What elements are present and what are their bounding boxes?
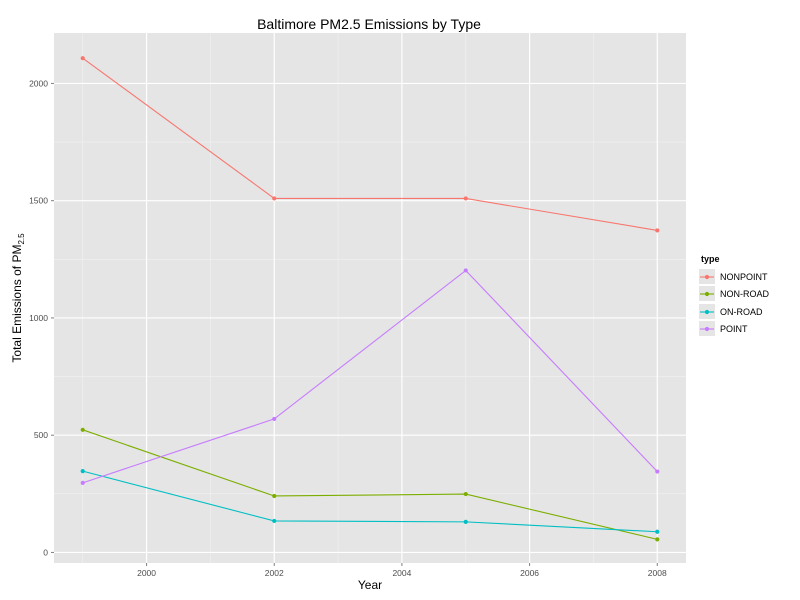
y-tick-label: 1500 (29, 196, 48, 206)
legend-label-non-road: NON-ROAD (720, 289, 769, 300)
y-axis-label: Total Emissions of PM2.5 (10, 233, 26, 363)
legend: type NONPOINT NON-ROAD ON-ROAD POINT (699, 254, 794, 338)
y-axis-label-subscript: 2.5 (17, 233, 26, 245)
legend-key-non-road (699, 286, 715, 303)
legend-point-point (704, 327, 710, 332)
y-axis-label-main: Total Emissions of PM (10, 245, 24, 363)
x-tick-label: 2008 (648, 568, 667, 578)
x-tick-label: 2000 (137, 568, 156, 578)
major-gridlines (54, 33, 686, 563)
data-point-non-road (655, 537, 660, 542)
legend-item-point: POINT (699, 321, 794, 339)
series-line-point (82, 269, 658, 484)
legend-item-nonpoint: NONPOINT (699, 268, 794, 286)
legend-key-nonpoint (699, 268, 715, 285)
data-point-on-road (272, 518, 277, 524)
legend-symbol-on-road (700, 309, 714, 314)
legend-symbol-non-road (700, 292, 714, 297)
y-axis-ticks: 0 500 1000 1500 2000 (29, 78, 54, 557)
data-point-non-road (272, 493, 277, 499)
data-point-point (80, 480, 85, 485)
legend-point-nonpoint (704, 274, 710, 279)
legend-item-non-road: NON-ROAD (699, 286, 794, 304)
data-point-on-road (463, 519, 468, 524)
data-point-non-road (80, 427, 85, 432)
data-point-nonpoint (463, 196, 468, 201)
legend-symbol-nonpoint (700, 274, 714, 279)
legend-point-on-road (704, 309, 710, 314)
legend-label-on-road: ON-ROAD (720, 306, 763, 317)
x-tick-label: 2006 (520, 568, 539, 578)
legend-key-on-road (699, 303, 715, 320)
data-point-nonpoint (80, 56, 85, 61)
series-layer (80, 56, 660, 542)
y-tick-label: 1000 (29, 313, 48, 323)
x-axis-label: Year (358, 578, 382, 592)
data-point-on-road (80, 469, 85, 474)
y-tick-label: 0 (43, 547, 48, 557)
legend-label-point: POINT (720, 324, 748, 335)
x-tick-label: 2002 (265, 568, 284, 578)
data-point-point (272, 416, 277, 422)
series-line-on-road (82, 470, 658, 533)
plot-panel (54, 33, 686, 563)
data-point-nonpoint (272, 196, 277, 201)
legend-point-non-road (704, 292, 710, 297)
y-tick-label: 500 (34, 430, 48, 440)
chart-title: Baltimore PM2.5 Emissions by Type (257, 16, 481, 32)
legend-label-nonpoint: NONPOINT (720, 271, 768, 282)
minor-gridlines (54, 33, 686, 563)
data-point-non-road (463, 491, 468, 497)
data-point-point (463, 268, 468, 273)
series-line-nonpoint (82, 57, 658, 231)
legend-key-point (699, 321, 715, 338)
y-tick-label: 2000 (29, 78, 48, 88)
legend-symbol-point (700, 327, 714, 332)
data-point-nonpoint (655, 228, 660, 233)
data-point-point (655, 469, 660, 474)
legend-item-on-road: ON-ROAD (699, 303, 794, 321)
x-tick-label: 2004 (392, 568, 411, 578)
legend-items: NONPOINT NON-ROAD ON-ROAD POINT (699, 268, 794, 338)
x-axis-ticks: 2000 2002 2004 2006 2008 (137, 563, 667, 578)
series-line-non-road (82, 429, 658, 540)
data-point-on-road (655, 529, 660, 534)
legend-title: type (701, 254, 720, 264)
